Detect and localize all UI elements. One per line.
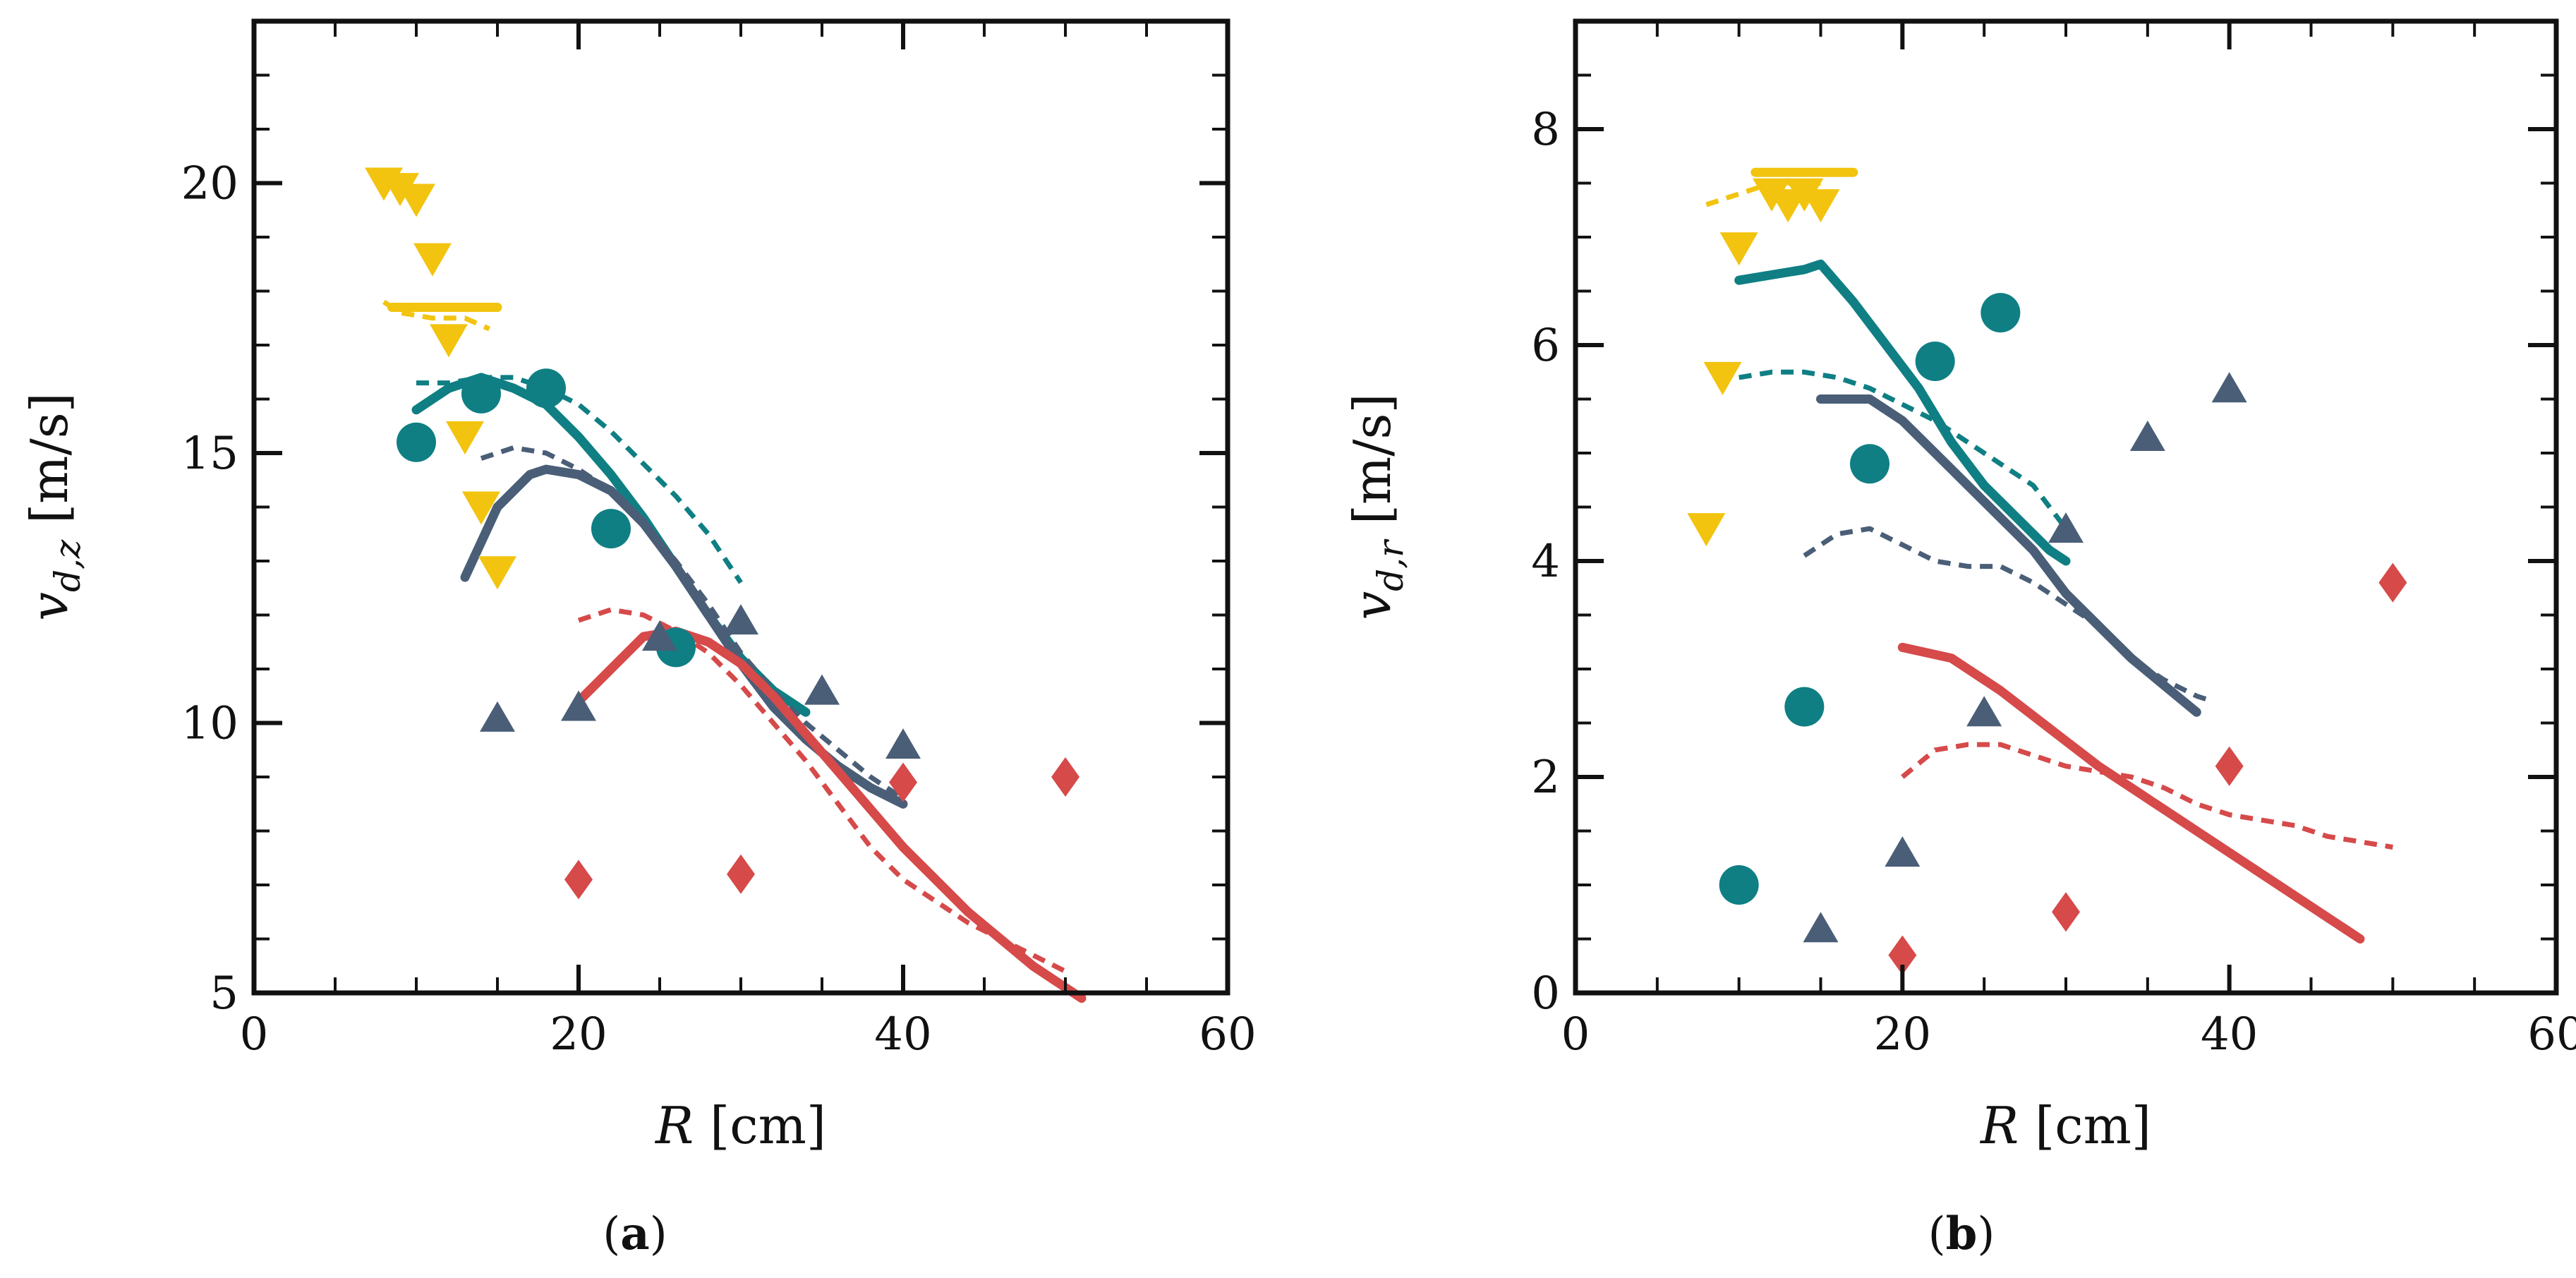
panel-a-ticks: [252, 20, 1230, 995]
panel-b-y-tick-label: 8: [1531, 104, 1560, 156]
panel-b-caption: (b): [1928, 1207, 1995, 1260]
panel-a-ylabel: vd,z [m/s]: [20, 392, 88, 620]
panel-a-y-tick-label: 20: [181, 158, 238, 210]
panel-b-teal-solid-line: [1734, 259, 2071, 566]
panel-a-slate-triangle-up-point: [804, 674, 840, 705]
panel-a-yellow-triangle-down-point: [413, 243, 452, 277]
panel-a-teal-circle-point: [591, 509, 631, 549]
panel-b-red-diamond-point: [2378, 562, 2407, 603]
panel-b-red-diamond-point: [2215, 746, 2244, 786]
panel-a: 0 20 40 60 5 10 15 20 R [cm] vd,z [m/s] (a): [20, 18, 1257, 1260]
panel-b-yellow-triangle-down-point: [1801, 189, 1840, 223]
panel-b-slate-triangle-up-point: [1885, 836, 1921, 867]
panel-b-slate-triangle-up-point: [1803, 912, 1839, 943]
panel-a-teal-dashed-line: [416, 375, 743, 584]
panel-b-teal-circle-point: [1915, 341, 1955, 381]
panel-b-yellow-triangle-down-point: [1703, 361, 1742, 395]
panel-b-x-tick-label: 0: [1561, 1008, 1590, 1061]
panel-b-teal-dashed-line: [1739, 369, 2068, 531]
panel-b-marks: [1687, 167, 2407, 975]
panel-b-slate-triangle-up-point: [2048, 512, 2084, 543]
panel-a-yellow-triangle-down-point: [397, 183, 435, 217]
panel-a-red-diamond-point: [727, 854, 755, 894]
panel-b-teal-circle-point: [1784, 687, 1825, 727]
panel-a-yellow-triangle-down-point: [462, 491, 500, 525]
panel-b-tick-labels: 0 20 40 60 0 2 4 6 8: [1531, 104, 2576, 1061]
panel-a-yellow-triangle-down-point: [381, 173, 419, 207]
panel-b-frame: [1573, 18, 2559, 996]
panel-a-yellow-triangle-down-point: [478, 556, 516, 590]
panel-b-red-dashed-line: [1901, 742, 2393, 850]
panel-b-y-tick-label: 2: [1531, 752, 1560, 804]
panel-b-teal-circle-point: [1981, 293, 2021, 333]
panel-a-y-tick-label: 15: [181, 428, 238, 480]
panel-b-x-tick-label: 40: [2201, 1008, 2258, 1061]
panel-b-teal-circle-point: [1850, 444, 1889, 484]
panel-a-x-tick-label: 0: [240, 1008, 269, 1061]
panel-b-yellow-triangle-down-point: [1687, 513, 1726, 547]
panel-a-red-diamond-point: [564, 860, 593, 900]
panel-a-red-dashed-line: [577, 607, 1067, 974]
panel-a-yellow-triangle-down-point: [430, 324, 468, 358]
panel-b-slate-solid-line: [1816, 394, 2201, 717]
panel-b-xlabel: R [cm]: [1979, 1096, 2151, 1155]
panel-a-slate-triangle-up-point: [642, 620, 677, 651]
panel-b-y-tick-label: 6: [1531, 320, 1560, 372]
panel-a-frame: [251, 18, 1230, 996]
panel-b-y-tick-label: 0: [1531, 967, 1560, 1020]
panel-b-red-diamond-point: [2052, 892, 2080, 932]
panel-b-ticks: [1573, 20, 2558, 995]
panel-b-y-tick-label: 4: [1531, 536, 1560, 588]
panel-b-yellow-triangle-down-point: [1719, 232, 1758, 266]
panel-b-red-diamond-point: [1888, 935, 1917, 975]
panel-a-yellow-dashed-line: [382, 299, 490, 332]
panel-a-red-diamond-point: [1051, 757, 1080, 797]
panel-a-tick-labels: 0 20 40 60 5 10 15 20: [181, 158, 1257, 1061]
panel-a-slate-triangle-up-point: [480, 701, 515, 732]
panel-a-red-diamond-point: [889, 762, 917, 802]
panel-b-x-tick-label: 60: [2527, 1008, 2576, 1061]
panel-b-slate-triangle-up-point: [2211, 372, 2247, 403]
panel-a-xlabel: R [cm]: [654, 1096, 826, 1155]
panel-a-y-tick-label: 10: [181, 698, 238, 750]
panel-a-teal-circle-point: [397, 422, 436, 462]
panel-a-slate-triangle-up-point: [885, 728, 921, 759]
panel-b-ylabel: vd,r [m/s]: [1343, 393, 1411, 620]
panel-a-x-tick-label: 60: [1199, 1008, 1256, 1061]
panel-b-slate-dashed-line: [1803, 526, 2214, 704]
panel-b-yellow-dashed-line: [1705, 181, 1821, 207]
panel-a-teal-circle-point: [461, 373, 501, 414]
panel-a-x-tick-label: 20: [550, 1008, 607, 1061]
panel-b-red-solid-line: [1897, 642, 2365, 944]
panel-a-yellow-triangle-down-point: [446, 421, 484, 455]
panel-b: 0 20 40 60 0 2 4 6 8 R [cm] vd,r [m/s] (b): [1343, 18, 2576, 1260]
panel-b-x-tick-label: 20: [1874, 1008, 1931, 1061]
panel-b-teal-circle-point: [1719, 865, 1759, 905]
panel-a-teal-circle-point: [526, 368, 566, 409]
panel-b-yellow-triangle-down-point: [1785, 178, 1824, 212]
panel-a-slate-triangle-up-point: [561, 690, 596, 721]
panel-a-slate-triangle-up-point: [723, 604, 758, 635]
panel-a-slate-dashed-line: [480, 445, 905, 801]
panel-a-marks: [365, 167, 1087, 1003]
panel-b-slate-triangle-up-point: [2129, 421, 2165, 452]
panel-a-caption: (a): [603, 1207, 667, 1260]
panel-b-yellow-triangle-down-point: [1753, 178, 1791, 212]
panel-b-slate-triangle-up-point: [1966, 696, 2002, 727]
panel-a-x-tick-label: 40: [874, 1008, 931, 1061]
panel-a-y-tick-label: 5: [210, 967, 238, 1020]
